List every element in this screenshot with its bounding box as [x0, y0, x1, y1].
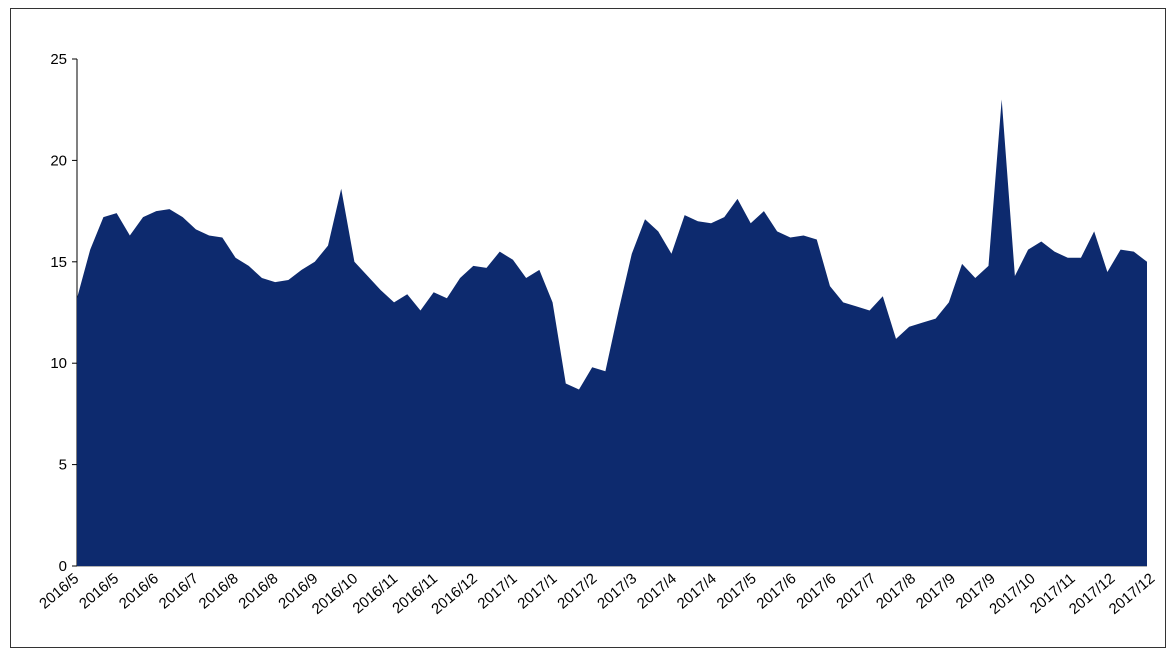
x-tick-label: 2017/2 [554, 570, 600, 613]
x-tick-label: 2016/8 [196, 570, 242, 613]
x-tick-label: 2017/8 [873, 570, 919, 613]
y-tick-label: 10 [50, 355, 67, 372]
x-tick-label: 2016/12 [428, 570, 480, 618]
area-series [77, 99, 1147, 566]
x-tick-label: 2017/10 [986, 570, 1038, 618]
chart-frame: 0 5 10 15 20 25 2016/5 2016/5 2016/6 2016/7 2016/… [10, 8, 1166, 648]
y-tick-label: 20 [50, 152, 67, 169]
x-tick-label: 2016/5 [36, 570, 82, 613]
x-tick-label: 2017/7 [833, 570, 879, 613]
x-tick-label: 2016/10 [309, 570, 361, 618]
x-tick-label: 2016/8 [235, 570, 281, 613]
y-tick-label: 15 [50, 254, 67, 271]
y-tick-label: 25 [50, 51, 67, 68]
x-tick-label: 2017/5 [714, 570, 760, 613]
x-tick-label: 2017/1 [475, 570, 521, 613]
x-tick-label: 2017/6 [754, 570, 800, 613]
x-tick-label: 2017/1 [514, 570, 560, 613]
x-tick-label: 2017/6 [793, 570, 839, 613]
x-tick-label: 2016/7 [156, 570, 202, 613]
x-tick-label: 2016/5 [76, 570, 122, 613]
x-tick-label: 2017/3 [594, 570, 640, 613]
x-tick-label: 2017/4 [634, 570, 680, 613]
series [77, 99, 1147, 566]
x-tick-label: 2017/4 [674, 570, 720, 613]
y-axis: 0 5 10 15 20 25 [50, 51, 78, 575]
x-axis: 2016/52016/52016/62016/72016/82016/82016… [36, 565, 1158, 618]
y-tick-label: 5 [59, 457, 67, 474]
x-tick-label: 2016/6 [116, 570, 162, 613]
x-tick-label: 2017/9 [913, 570, 959, 613]
x-tick-label: 2017/12 [1106, 570, 1158, 618]
y-tick-label: 0 [59, 558, 67, 575]
